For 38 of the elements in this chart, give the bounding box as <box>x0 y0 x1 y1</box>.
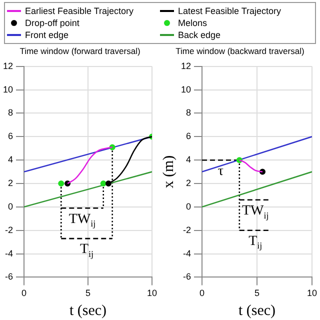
y-tick-label: 12 <box>2 60 14 71</box>
y-tick-label: 6 <box>186 131 192 142</box>
y-tick-label: 4 <box>186 154 192 165</box>
legend-label: Latest Feasible Trajectory <box>178 6 282 16</box>
y-tick-label: 2 <box>8 178 14 188</box>
x-tick-label: 10 <box>306 288 317 298</box>
chart-title: Time window (forward traversal) <box>18 46 142 58</box>
x-tick-label: 0 <box>200 288 205 298</box>
y-tick-label: 0 <box>186 201 192 212</box>
y-tick-label: 8 <box>8 108 14 118</box>
x-tick-label: 5 <box>254 288 260 298</box>
legend-label: Melons <box>178 18 208 28</box>
x-axis-title: t (sec) <box>69 302 107 319</box>
y-tick-label: -6 <box>182 272 192 282</box>
y-tick-label: 8 <box>186 108 192 118</box>
y-tick-label: 6 <box>8 131 14 142</box>
chart-title: Time window (backward traversal) <box>174 46 306 58</box>
y-tick-label: -6 <box>4 272 14 282</box>
legend-label: Front edge <box>25 30 69 40</box>
legend-label: Back edge <box>178 30 221 40</box>
y-tick-label: 10 <box>180 84 192 94</box>
x-tick-label: 0 <box>22 288 27 298</box>
y-tick-label: 2 <box>186 178 192 188</box>
x-axis-title: t (sec) <box>238 302 276 319</box>
y-tick-label: 4 <box>8 154 14 165</box>
y-tick-label: 10 <box>2 84 14 94</box>
y-tick-label: -4 <box>182 248 192 258</box>
y-tick-label: -2 <box>4 224 14 235</box>
x-tick-label: 10 <box>146 288 157 298</box>
annotation: τ <box>218 164 224 179</box>
x-tick-label: 5 <box>85 288 91 298</box>
y-axis-title: x (m) <box>160 155 177 188</box>
y-tick-label: 12 <box>180 60 192 71</box>
legend-label: Earliest Feasible Trajectory <box>25 6 134 16</box>
y-tick-label: -4 <box>4 248 14 258</box>
legend-label: Drop-off point <box>25 18 80 28</box>
y-tick-label: 0 <box>8 201 14 212</box>
y-tick-label: -2 <box>182 224 192 235</box>
